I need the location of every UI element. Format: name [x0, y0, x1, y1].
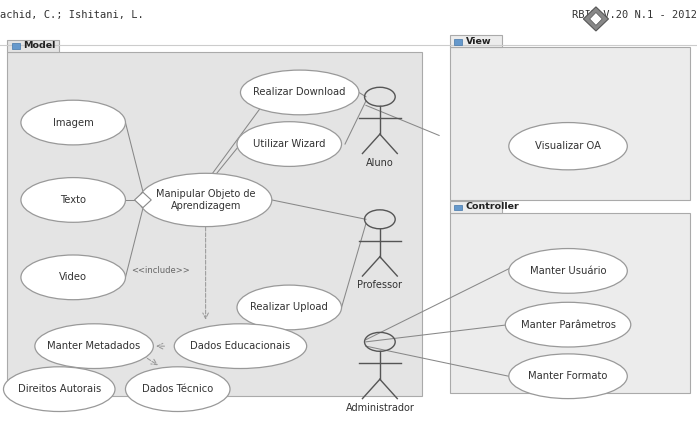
Text: Dados Educacionais: Dados Educacionais: [190, 341, 291, 351]
Text: Manter Usuário: Manter Usuário: [530, 266, 606, 276]
Ellipse shape: [509, 123, 627, 170]
FancyBboxPatch shape: [12, 43, 20, 49]
Text: achid, C.; Ishitani, L.: achid, C.; Ishitani, L.: [0, 10, 144, 20]
Text: Visualizar OA: Visualizar OA: [535, 141, 601, 151]
Text: Professor: Professor: [358, 280, 402, 290]
FancyBboxPatch shape: [450, 35, 502, 47]
Text: Aluno: Aluno: [366, 158, 394, 168]
Text: View: View: [466, 37, 491, 46]
Text: Administrador: Administrador: [346, 403, 414, 413]
Text: Manter Parâmetros: Manter Parâmetros: [521, 319, 615, 330]
Ellipse shape: [21, 255, 125, 300]
FancyBboxPatch shape: [454, 39, 462, 45]
Text: Controller: Controller: [466, 203, 519, 211]
Ellipse shape: [3, 367, 115, 412]
Text: Model: Model: [23, 41, 55, 50]
Text: Utilizar Wizard: Utilizar Wizard: [253, 139, 325, 149]
Text: Video: Video: [59, 272, 87, 283]
Text: RBIE V.20 N.1 - 2012: RBIE V.20 N.1 - 2012: [572, 10, 697, 20]
Text: Realizar Upload: Realizar Upload: [250, 302, 328, 313]
Ellipse shape: [509, 249, 627, 293]
Text: Dados Técnico: Dados Técnico: [142, 384, 213, 394]
Text: Texto: Texto: [60, 195, 86, 205]
Ellipse shape: [237, 122, 342, 166]
Ellipse shape: [125, 367, 230, 412]
Text: Direitos Autorais: Direitos Autorais: [17, 384, 101, 394]
Text: <<include>>: <<include>>: [131, 266, 190, 275]
FancyBboxPatch shape: [7, 52, 422, 396]
Polygon shape: [135, 192, 151, 208]
Ellipse shape: [21, 100, 125, 145]
Ellipse shape: [505, 302, 631, 347]
FancyBboxPatch shape: [450, 47, 690, 200]
FancyBboxPatch shape: [450, 201, 502, 213]
Text: Realizar Download: Realizar Download: [254, 87, 346, 98]
Polygon shape: [590, 12, 602, 25]
Polygon shape: [583, 7, 608, 31]
Ellipse shape: [35, 324, 153, 369]
Text: Manter Metadados: Manter Metadados: [47, 341, 141, 351]
FancyBboxPatch shape: [454, 205, 462, 210]
Text: Manter Formato: Manter Formato: [528, 371, 608, 381]
FancyBboxPatch shape: [7, 40, 59, 52]
FancyBboxPatch shape: [450, 213, 690, 393]
Ellipse shape: [509, 354, 627, 399]
Text: Imagem: Imagem: [53, 117, 93, 128]
Ellipse shape: [139, 173, 272, 227]
Ellipse shape: [237, 285, 342, 330]
Ellipse shape: [174, 324, 307, 369]
Ellipse shape: [240, 70, 359, 115]
Text: Manipular Objeto de
Aprendizagem: Manipular Objeto de Aprendizagem: [156, 189, 255, 211]
Ellipse shape: [21, 178, 125, 222]
